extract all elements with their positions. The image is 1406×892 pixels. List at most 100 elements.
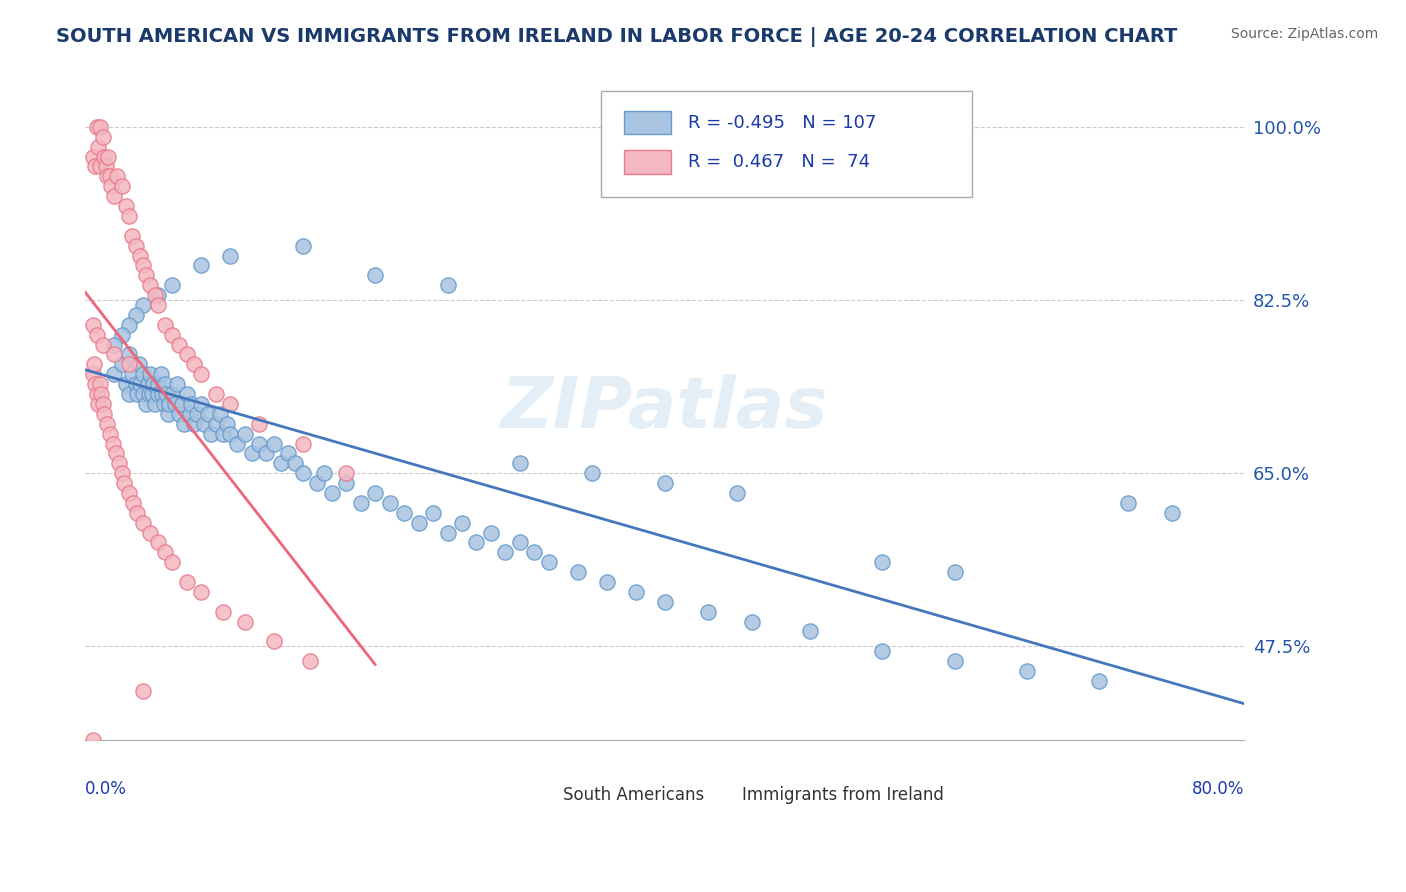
Point <box>349 496 371 510</box>
Point <box>204 387 226 401</box>
Point <box>103 347 125 361</box>
Point <box>870 555 893 569</box>
FancyBboxPatch shape <box>526 787 555 804</box>
Point <box>98 426 121 441</box>
Point <box>135 268 157 283</box>
Point <box>596 574 619 589</box>
Point <box>146 298 169 312</box>
Point <box>364 268 387 283</box>
Point <box>153 545 176 559</box>
Point <box>465 535 488 549</box>
Point <box>107 456 129 470</box>
Text: ZIPatlas: ZIPatlas <box>501 375 828 443</box>
Point <box>153 318 176 332</box>
Point <box>142 377 165 392</box>
Point <box>943 654 966 668</box>
Point <box>436 278 458 293</box>
Point <box>943 565 966 579</box>
Point <box>149 368 172 382</box>
Point <box>118 357 141 371</box>
Point <box>254 446 277 460</box>
Point <box>139 368 162 382</box>
Point <box>799 624 821 639</box>
Point <box>129 248 152 262</box>
Text: South Americans: South Americans <box>562 786 704 804</box>
Point <box>121 228 143 243</box>
Point <box>110 466 132 480</box>
Point <box>110 179 132 194</box>
Point <box>91 337 114 351</box>
Point <box>263 634 285 648</box>
Point <box>141 387 163 401</box>
Point <box>270 456 292 470</box>
Point <box>509 535 531 549</box>
Point <box>139 278 162 293</box>
Point <box>291 238 314 252</box>
FancyBboxPatch shape <box>624 111 671 134</box>
Point <box>103 189 125 203</box>
Point <box>193 417 215 431</box>
Point <box>127 506 149 520</box>
Point <box>495 545 517 559</box>
Point <box>132 259 155 273</box>
Point <box>180 397 202 411</box>
Point <box>190 368 212 382</box>
Point <box>165 397 187 411</box>
Point <box>291 466 314 480</box>
Point <box>364 486 387 500</box>
Point <box>82 318 104 332</box>
Point <box>96 169 118 184</box>
Point <box>118 486 141 500</box>
FancyBboxPatch shape <box>602 91 972 197</box>
Point <box>190 585 212 599</box>
Point <box>84 160 107 174</box>
Point <box>624 585 647 599</box>
Point <box>90 387 112 401</box>
Point <box>146 377 169 392</box>
Point <box>204 417 226 431</box>
Text: Immigrants from Ireland: Immigrants from Ireland <box>742 786 945 804</box>
Point <box>1118 496 1140 510</box>
Point <box>101 436 124 450</box>
Point <box>136 377 159 392</box>
Point <box>212 426 235 441</box>
Point <box>160 555 183 569</box>
FancyBboxPatch shape <box>706 787 734 804</box>
Point <box>190 397 212 411</box>
Point <box>581 466 603 480</box>
Point <box>87 139 110 153</box>
Point <box>335 466 357 480</box>
Point <box>82 150 104 164</box>
Point <box>115 199 138 213</box>
Point <box>115 377 138 392</box>
Point <box>157 397 180 411</box>
Point <box>89 377 111 392</box>
Point <box>103 337 125 351</box>
Point <box>291 436 314 450</box>
Point <box>217 417 239 431</box>
Point <box>422 506 444 520</box>
Point <box>87 397 110 411</box>
Point <box>263 436 285 450</box>
Point <box>567 565 589 579</box>
Point <box>173 417 195 431</box>
Point <box>1161 506 1184 520</box>
Point <box>314 466 336 480</box>
Point <box>156 407 179 421</box>
Point <box>132 387 155 401</box>
Point <box>219 248 242 262</box>
Point <box>183 357 205 371</box>
Point <box>132 298 155 312</box>
Point <box>86 327 108 342</box>
Point <box>86 387 108 401</box>
Point <box>284 456 307 470</box>
Point <box>150 387 173 401</box>
Point <box>103 368 125 382</box>
Point <box>122 496 145 510</box>
Point <box>219 426 242 441</box>
Point <box>146 288 169 302</box>
Point <box>96 417 118 431</box>
Point <box>93 150 115 164</box>
Point <box>82 368 104 382</box>
Point <box>247 417 270 431</box>
